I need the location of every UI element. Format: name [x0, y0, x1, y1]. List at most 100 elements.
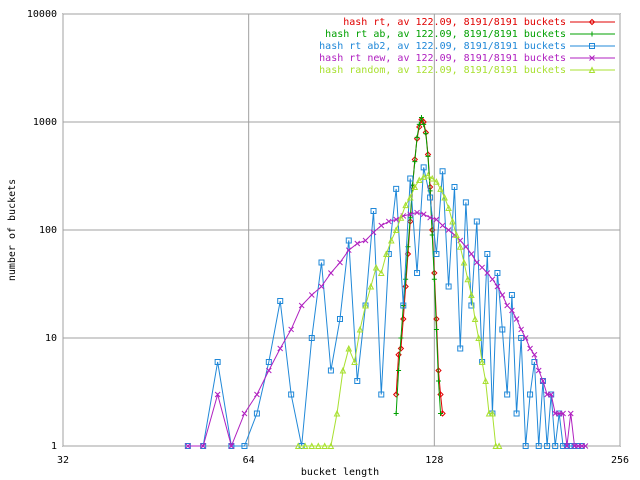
point: [445, 204, 452, 211]
point: [531, 351, 538, 358]
point: [298, 302, 305, 309]
point: [449, 217, 456, 225]
point: [378, 391, 385, 398]
point: [471, 315, 479, 322]
point: [387, 236, 395, 244]
legend-label: hash rt ab, av 122.09, 8191/8191 buckets: [325, 29, 566, 40]
point: [527, 345, 533, 352]
point: [200, 443, 207, 449]
point: [362, 237, 369, 244]
point: [228, 443, 235, 449]
point: [400, 302, 407, 309]
point: [420, 211, 427, 218]
series-line: [298, 174, 500, 447]
point: [407, 211, 414, 218]
point: [420, 164, 427, 171]
point: [589, 31, 595, 37]
point: [473, 218, 480, 225]
point: [308, 335, 315, 341]
point: [421, 121, 427, 127]
point: [277, 298, 284, 305]
point: [540, 378, 546, 384]
point: [392, 391, 400, 398]
legend-label: hash rt, av 122.09, 8191/8191 buckets: [343, 17, 566, 28]
point: [441, 193, 448, 201]
point: [513, 410, 520, 417]
point: [425, 153, 431, 159]
point: [356, 325, 364, 333]
point: [479, 264, 485, 271]
point: [318, 283, 325, 290]
point: [294, 442, 302, 449]
point: [435, 378, 441, 384]
point: [509, 307, 515, 314]
y-tick-label: 10000: [27, 9, 57, 20]
point: [393, 185, 400, 192]
x-tick-label: 32: [57, 455, 69, 466]
point: [451, 184, 458, 191]
point: [438, 410, 444, 416]
point: [367, 282, 375, 290]
series-line: [187, 212, 586, 448]
point: [265, 367, 272, 374]
point: [489, 276, 496, 283]
x-tick-label: 256: [611, 455, 629, 466]
legend-label: hash rt ab2, av 122.09, 8191/8191 bucket…: [319, 41, 566, 52]
point: [548, 391, 555, 398]
point: [473, 259, 480, 266]
point: [504, 391, 511, 398]
point: [492, 442, 500, 449]
point: [336, 315, 343, 322]
point: [415, 176, 423, 184]
point: [418, 115, 424, 121]
point: [414, 269, 421, 276]
point: [327, 442, 335, 449]
point: [301, 442, 309, 449]
point: [527, 391, 534, 398]
x-axis-label: bucket length: [301, 467, 379, 478]
point: [439, 222, 446, 229]
point: [468, 251, 475, 257]
y-tick-label: 100: [39, 225, 57, 236]
point: [354, 377, 361, 384]
point: [445, 283, 452, 290]
point: [460, 258, 468, 266]
point: [437, 185, 444, 192]
y-axis-label: number of buckets: [7, 179, 18, 281]
point: [494, 269, 501, 276]
point: [513, 316, 520, 322]
point: [397, 214, 405, 221]
point: [241, 410, 248, 417]
point: [253, 410, 260, 417]
point: [457, 345, 464, 352]
point: [407, 175, 414, 182]
point: [406, 193, 414, 201]
point: [478, 358, 486, 365]
point: [333, 409, 341, 417]
point: [439, 168, 446, 175]
point: [445, 227, 452, 233]
point: [475, 334, 482, 341]
point: [420, 173, 427, 180]
y-tick-label: 10: [45, 333, 57, 344]
point: [370, 207, 377, 214]
y-tick-label: 1: [51, 441, 57, 452]
point: [416, 123, 423, 131]
point: [424, 171, 432, 179]
point: [423, 131, 429, 137]
point: [535, 367, 542, 374]
point: [393, 216, 400, 223]
point: [431, 276, 437, 282]
point: [321, 442, 328, 449]
point: [328, 270, 334, 276]
point: [588, 18, 596, 26]
point: [499, 326, 506, 333]
point: [288, 326, 295, 333]
x-tick-label: 64: [243, 455, 255, 466]
point: [403, 276, 409, 282]
point: [564, 443, 570, 449]
point: [433, 216, 440, 223]
point: [433, 326, 439, 332]
point: [345, 344, 353, 352]
point: [414, 209, 420, 216]
